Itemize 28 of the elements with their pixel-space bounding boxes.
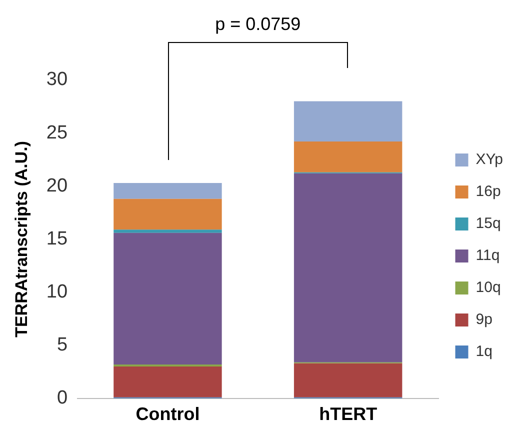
bar	[114, 232, 222, 364]
y-tick-label: 5	[56, 334, 68, 356]
bar	[114, 198, 222, 230]
bar	[114, 182, 222, 199]
x-tick-label: hTERT	[319, 404, 378, 424]
bar	[294, 173, 402, 362]
x-tick-label: Control	[136, 404, 200, 424]
legend-label: 11q	[476, 247, 500, 264]
legend-label: 9p	[476, 311, 492, 328]
bar	[114, 230, 222, 233]
bar	[114, 364, 222, 367]
legend-label: 1q	[476, 343, 492, 360]
legend-label: XYp	[476, 151, 504, 168]
legend-label: 10q	[476, 279, 501, 296]
bar	[294, 142, 402, 172]
text: p = 0.0759	[215, 14, 301, 34]
legend-label: 16p	[476, 183, 501, 200]
bar	[294, 101, 402, 142]
legend-label: 15q	[476, 215, 501, 232]
y-tick-label: 20	[46, 175, 68, 196]
y-tick-label: 15	[46, 228, 68, 250]
bar	[294, 363, 402, 398]
bar	[114, 366, 222, 398]
y-tick-label: 10	[46, 282, 68, 302]
y-tick-label: 30	[46, 69, 68, 90]
y-tick-label: 0	[56, 388, 68, 409]
y-axis-title: TERRAtranscripts (A.U.)	[12, 140, 31, 338]
y-tick-label: 25	[46, 122, 68, 144]
